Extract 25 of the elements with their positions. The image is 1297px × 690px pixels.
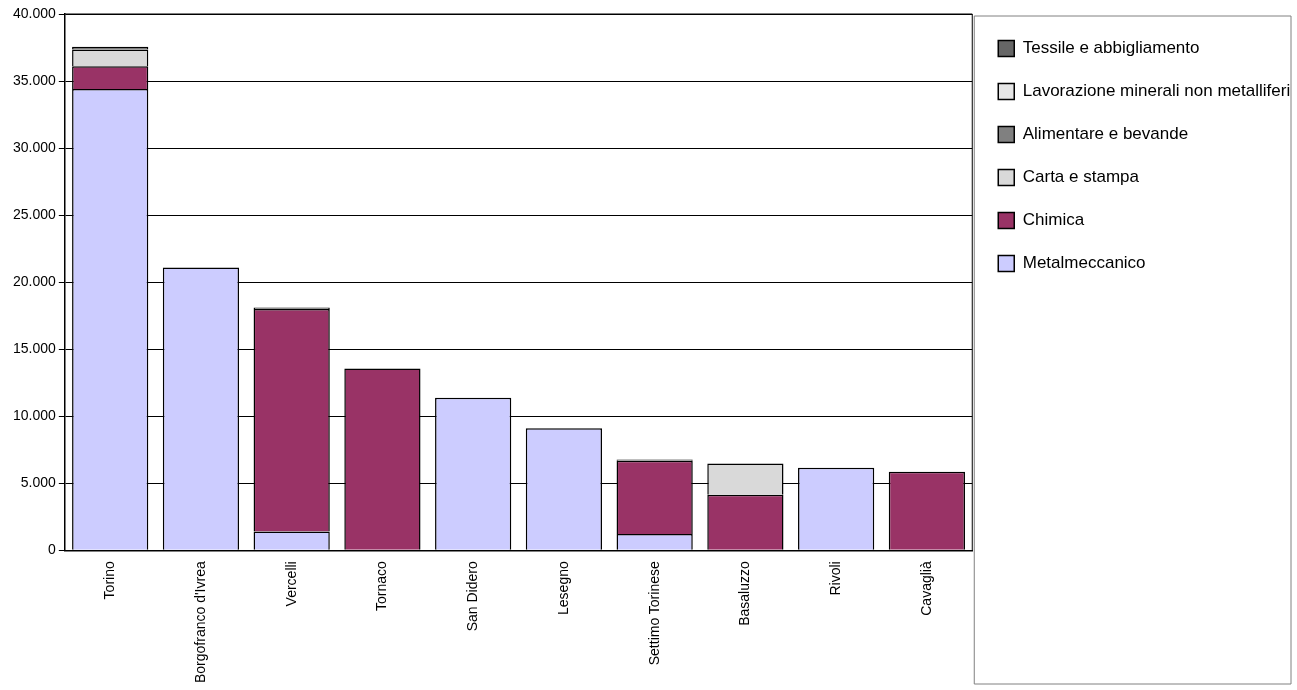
y-tick-label: 35.000: [12, 71, 57, 88]
x-tick-label: Basaluzzo: [736, 561, 753, 626]
y-tick-label: 30.000: [12, 138, 57, 155]
x-tick-label: Vercelli: [282, 561, 299, 607]
y-tick-label: 40.000: [12, 4, 57, 21]
legend-label: Metalmeccanico: [1022, 253, 1146, 273]
legend-label: Alimentare e bevande: [1022, 124, 1189, 144]
x-tick-label: Settimo Torinese: [645, 561, 662, 666]
x-tick-label: Rivoli: [826, 561, 843, 596]
y-tick-label: 5.000: [20, 474, 57, 491]
x-tick-label: Cavaglià: [917, 561, 934, 616]
x-tick-label: San Didero: [464, 561, 481, 632]
x-tick-label: Borgofranco d'Ivrea: [191, 561, 208, 684]
legend-label: Tessile e abbigliamento: [1022, 38, 1200, 58]
y-tick-label: 10.000: [12, 407, 57, 424]
x-tick-label: Torino: [101, 561, 118, 600]
legend-label: Lavorazione minerali non metalliferi: [1022, 81, 1291, 101]
x-tick-label: Tornaco: [373, 561, 390, 612]
y-tick-label: 25.000: [12, 205, 57, 222]
legend-label: Carta e stampa: [1022, 167, 1140, 187]
y-tick-label: 0: [48, 541, 57, 558]
y-tick-label: 20.000: [12, 272, 57, 289]
legend-label: Chimica: [1022, 210, 1085, 230]
x-tick-label: Lesegno: [554, 561, 571, 615]
y-tick-label: 15.000: [12, 340, 57, 357]
